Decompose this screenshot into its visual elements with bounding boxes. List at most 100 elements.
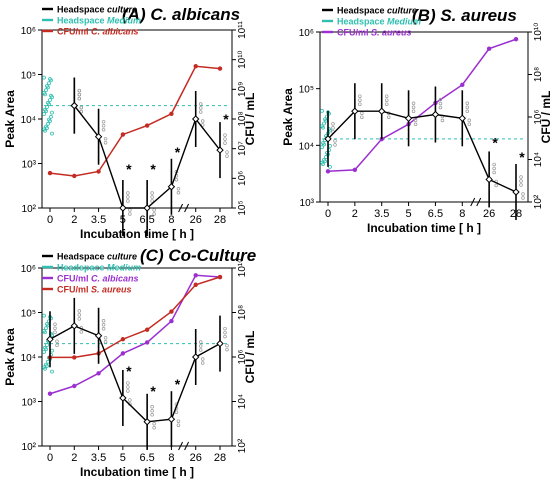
culture-replicate	[198, 344, 203, 348]
culture-replicate	[198, 340, 203, 344]
medium-point	[45, 84, 49, 88]
x-axis-label: Incubation time [ h ]	[367, 221, 481, 235]
cfu-calbicans-point	[47, 170, 53, 176]
axis-break-mark	[476, 197, 482, 207]
legend-label: Headspace Medium	[57, 16, 141, 26]
medium-point	[42, 329, 46, 333]
medium-point	[42, 75, 46, 80]
plot-frame	[319, 31, 529, 203]
medium-point	[322, 157, 326, 162]
legend-label: CFU/ml C. albicans	[57, 27, 139, 37]
cfu-saureus-point	[193, 282, 198, 287]
culture-replicate	[152, 208, 156, 212]
culture-replicate	[492, 170, 496, 175]
y2-tick-label: 10⁶	[237, 171, 248, 186]
medium-point	[48, 77, 52, 81]
medium-point	[44, 362, 48, 367]
culture-replicate	[225, 343, 229, 348]
legend-label-main: Headspace	[57, 5, 107, 15]
legend-label-main: Headspace	[57, 263, 107, 273]
x-tick-label: 6.5	[139, 452, 154, 464]
culture-point	[431, 110, 440, 119]
culture-replicate	[413, 122, 418, 127]
culture-point	[192, 115, 200, 123]
y2-tick-label: 10⁵	[237, 200, 248, 215]
x-tick-label: 26	[483, 208, 495, 220]
y2-tick-label: 10²	[533, 194, 544, 209]
y-tick-label: 10³	[22, 398, 37, 409]
significance-star: *	[492, 134, 498, 150]
cfu-calbicans-point	[144, 340, 150, 345]
cfu-calbicans-point	[120, 132, 126, 137]
culture-point	[70, 322, 78, 330]
cfu-saureus-point	[72, 355, 77, 360]
culture-replicate	[358, 94, 362, 98]
cfu-calbicans-point	[72, 383, 77, 389]
medium-point	[45, 105, 49, 109]
x-tick-label: 0	[47, 452, 53, 464]
chart-title-letter: (A)	[122, 5, 150, 24]
y-tick-label: 10²	[22, 442, 37, 453]
significance-star: *	[150, 383, 156, 399]
y2-tick-label: 10⁹	[237, 82, 248, 97]
chart-title-species: Co-Culture	[168, 246, 256, 265]
medium-point	[47, 117, 51, 122]
culture-replicate	[225, 150, 229, 154]
culture-replicate	[77, 96, 82, 101]
legend-label-italic: Medium	[107, 263, 141, 273]
culture-replicate	[101, 127, 106, 132]
culture-replicate	[519, 183, 523, 187]
medium-point	[46, 100, 50, 105]
culture-replicate	[521, 196, 525, 200]
significance-star: *	[175, 376, 181, 392]
axis-break-mark	[178, 441, 184, 451]
axis-break-mark	[184, 441, 190, 451]
culture-replicate	[223, 326, 227, 331]
medium-point	[45, 322, 49, 326]
medium-point	[324, 155, 328, 159]
culture-replicate	[360, 115, 364, 119]
culture-replicate	[492, 162, 496, 167]
medium-point	[328, 143, 332, 148]
cfu-calbicans-point	[144, 123, 150, 128]
cfu-saureus-point	[460, 82, 465, 88]
culture-point	[143, 204, 151, 212]
cfu-calbicans-point	[120, 351, 126, 356]
culture-replicate	[360, 111, 364, 115]
significance-star: *	[223, 111, 229, 127]
medium-point	[321, 141, 325, 145]
y2-tick-label: 10⁴	[237, 394, 248, 409]
culture-replicate	[103, 336, 108, 340]
medium-point	[50, 110, 54, 115]
y2-tick-label: 10¹⁰	[533, 23, 544, 41]
culture-replicate	[465, 101, 470, 106]
legend-label-italic: Medium	[387, 17, 421, 27]
culture-replicate	[55, 339, 59, 344]
x-tick-label: 26	[190, 214, 202, 226]
culture-replicate	[174, 410, 179, 414]
culture-replicate	[126, 385, 130, 389]
culture-replicate	[492, 166, 496, 171]
y-tick-label: 10⁵	[21, 309, 36, 320]
cfu-calbicans-point	[47, 391, 53, 396]
culture-replicate	[103, 140, 108, 145]
culture-replicate	[101, 319, 106, 323]
legend-label-italic: culture	[107, 252, 137, 262]
x-tick-label: 28	[214, 452, 226, 464]
culture-replicate	[465, 105, 470, 110]
y2-axis-label: CFU / mL	[243, 93, 257, 146]
culture-replicate	[223, 330, 227, 335]
significance-star: *	[126, 161, 132, 177]
cfu-calbicans-line	[49, 65, 221, 177]
culture-replicate	[333, 143, 337, 147]
legend-label-main: Headspace	[57, 252, 107, 262]
culture-replicate	[519, 179, 523, 183]
culture-replicate	[77, 309, 82, 313]
legend-label: Headspace culture	[337, 6, 417, 16]
medium-point	[46, 359, 50, 364]
culture-replicate	[150, 413, 154, 417]
cfu-calbicans-line	[49, 274, 221, 395]
culture-point	[512, 188, 520, 196]
